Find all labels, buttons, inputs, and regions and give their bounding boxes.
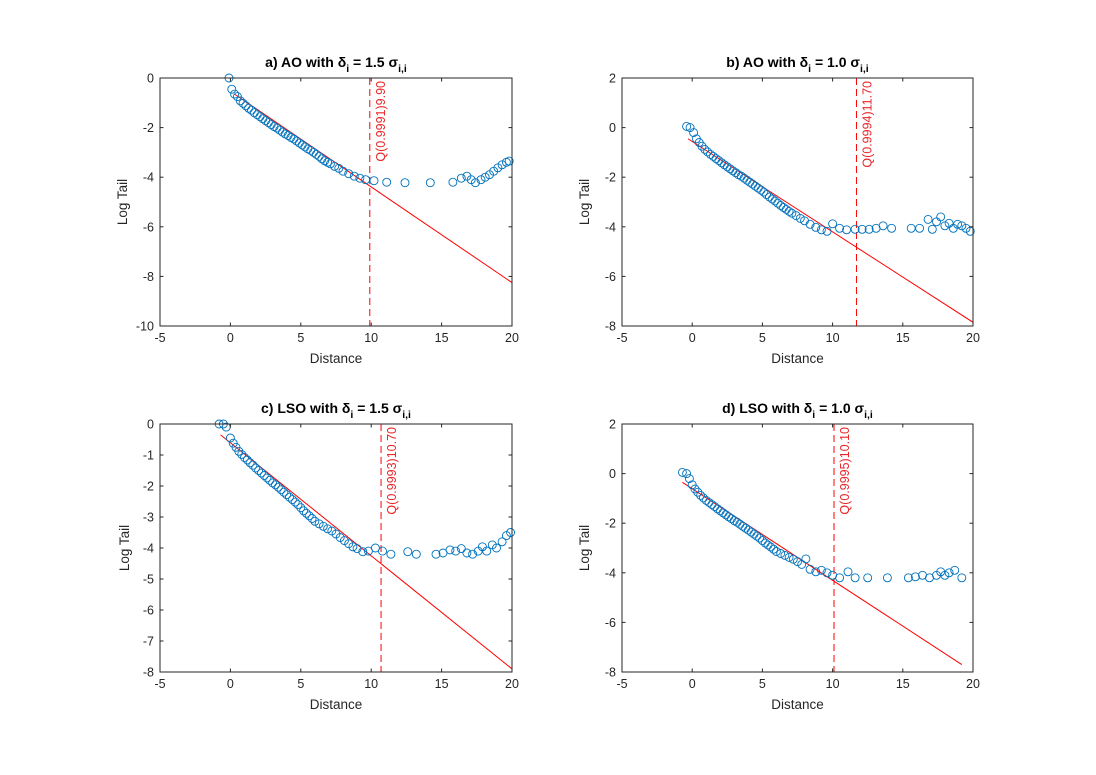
title-part: d) LSO with δ (722, 400, 812, 416)
x-tick-label: -5 (154, 331, 165, 345)
x-tick-label: 20 (966, 331, 980, 345)
title-part: = 1.5 σ (353, 400, 402, 416)
title-part: c) LSO with δ (261, 400, 350, 416)
threshold-label-b: Q(0.9994)11.70 (860, 81, 874, 168)
title-part: i,i (398, 63, 407, 75)
y-tick-label: -1 (143, 449, 154, 463)
x-tick-label: 20 (966, 677, 980, 691)
y-tick-label: -8 (143, 666, 154, 680)
panel-title-b: b) AO with δi = 1.0 σi,i (726, 54, 869, 75)
title-part: = 1.0 σ (811, 54, 860, 70)
x-tick-label: 5 (759, 677, 766, 691)
y-axis-label: Log Tail (115, 179, 130, 225)
y-tick-label: 2 (609, 418, 616, 432)
x-tick-label: 20 (505, 677, 519, 691)
y-tick-label: -8 (143, 270, 154, 284)
plot-area-c (160, 424, 512, 672)
y-tick-label: -6 (143, 604, 154, 618)
x-tick-label: 5 (297, 677, 304, 691)
x-tick-label: 10 (826, 331, 840, 345)
y-tick-label: -8 (605, 666, 616, 680)
x-tick-label: 15 (435, 677, 449, 691)
x-tick-label: 20 (505, 331, 519, 345)
y-tick-label: -3 (143, 511, 154, 525)
y-tick-label: -6 (605, 270, 616, 284)
panel-title-d: d) LSO with δi = 1.0 σi,i (722, 400, 873, 421)
y-tick-label: -2 (605, 171, 616, 185)
y-tick-label: -8 (605, 320, 616, 334)
y-tick-label: -4 (143, 542, 154, 556)
y-tick-label: -2 (143, 480, 154, 494)
threshold-label-c: Q(0.9993)10.70 (385, 427, 399, 515)
x-axis-label: Distance (771, 697, 824, 712)
y-axis-label: Log Tail (577, 179, 592, 225)
title-part: = 1.0 σ (815, 400, 864, 416)
panel-b: Q(0.9994)11.70 -5 0 5 10 15 20 -8 -6 -4 -2 0 2 Distan… (577, 54, 980, 366)
y-tick-label: 0 (147, 72, 154, 86)
y-tick-label: -4 (143, 171, 154, 185)
title-part: i,i (860, 63, 869, 75)
x-tick-label: 5 (759, 331, 766, 345)
title-part: = 1.5 σ (349, 54, 398, 70)
title-part: i,i (402, 409, 411, 421)
y-tick-label: 2 (609, 72, 616, 86)
y-tick-label: -2 (605, 517, 616, 531)
figure: Q(0.9991)9.90-5 0 5 10 15 20-10-8-6-4-20Dista… (0, 0, 1096, 775)
panel-a: Q(0.9991)9.90 -5 0 5 10 15 20 -10 -8 -6 -4 -2 0 Dista… (115, 54, 519, 366)
x-axis-label: Distance (771, 351, 824, 366)
x-tick-label: -5 (154, 677, 165, 691)
threshold-label-a: Q(0.9991)9.90 (374, 81, 388, 162)
y-tick-label: 0 (147, 418, 154, 432)
x-tick-label: 15 (896, 677, 910, 691)
x-tick-label: 0 (689, 677, 696, 691)
y-tick-label: -4 (605, 566, 616, 580)
panel-d: Q(0.9995)10.10 -5 0 5 10 15 20 -8 -6 -4 -2 0 2 Distan… (577, 400, 980, 712)
plot-area-a (160, 78, 512, 326)
y-tick-label: 0 (609, 121, 616, 135)
x-tick-label: -5 (616, 331, 627, 345)
threshold-label-d: Q(0.9995)10.10 (838, 427, 852, 515)
panel-title-c: c) LSO with δi = 1.5 σi,i (261, 400, 411, 421)
x-tick-label: 15 (896, 331, 910, 345)
y-tick-label: -7 (143, 635, 154, 649)
title-part: a) AO with δ (265, 54, 346, 70)
y-tick-label: -6 (605, 616, 616, 630)
y-tick-label: -6 (143, 220, 154, 234)
x-axis-label: Distance (310, 351, 363, 366)
x-tick-label: 0 (227, 677, 234, 691)
x-tick-label: 5 (297, 331, 304, 345)
x-tick-label: 10 (364, 331, 378, 345)
title-part: b) AO with δ (726, 54, 808, 70)
y-axis-label: Log Tail (577, 525, 592, 571)
y-tick-label: -5 (143, 573, 154, 587)
x-tick-label: 0 (689, 331, 696, 345)
x-axis-label: Distance (310, 697, 363, 712)
y-tick-label: 0 (609, 467, 616, 481)
plot-area-d (622, 424, 973, 672)
y-tick-label: -2 (143, 121, 154, 135)
x-tick-label: -5 (616, 677, 627, 691)
x-tick-label: 0 (227, 331, 234, 345)
panel-title-a: a) AO with δi = 1.5 σi,i (265, 54, 407, 75)
title-part: i,i (864, 409, 873, 421)
panel-c: Q(0.9993)10.70 -5 0 5 10 15 20 -8 -7 -6 -5 -4 -3 -2 -1… (117, 400, 519, 712)
y-tick-label: -4 (605, 220, 616, 234)
y-axis-label: Log Tail (117, 525, 132, 571)
x-tick-label: 10 (826, 677, 840, 691)
x-tick-label: 10 (364, 677, 378, 691)
x-tick-label: 15 (435, 331, 449, 345)
y-tick-label: -10 (136, 320, 154, 334)
